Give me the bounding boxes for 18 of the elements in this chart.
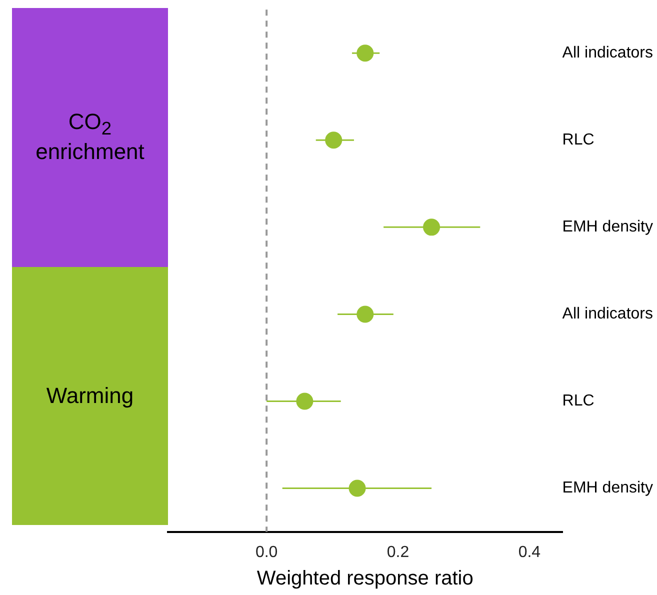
x-axis-title: Weighted response ratio [256,568,474,590]
point [423,218,440,236]
group-block: CO$_{2}$ enrichment [12,8,168,266]
y-tick-label: RLC [562,132,594,149]
point [356,306,374,323]
point [348,480,366,497]
point [325,132,342,149]
y-tick-label: EMH density [562,218,653,236]
y-tick-label: All indicators [562,306,653,323]
x-tick-label: 0.0 [255,544,278,561]
point [356,44,374,62]
point [296,392,314,410]
x-tick-label: 0.2 [386,544,410,561]
group-block: Warming [12,266,168,525]
y-tick-label: RLC [562,392,594,410]
y-tick-label: EMH density [562,480,653,497]
x-tick-label: 0.4 [518,544,541,561]
y-tick-label: All indicators [562,44,653,62]
